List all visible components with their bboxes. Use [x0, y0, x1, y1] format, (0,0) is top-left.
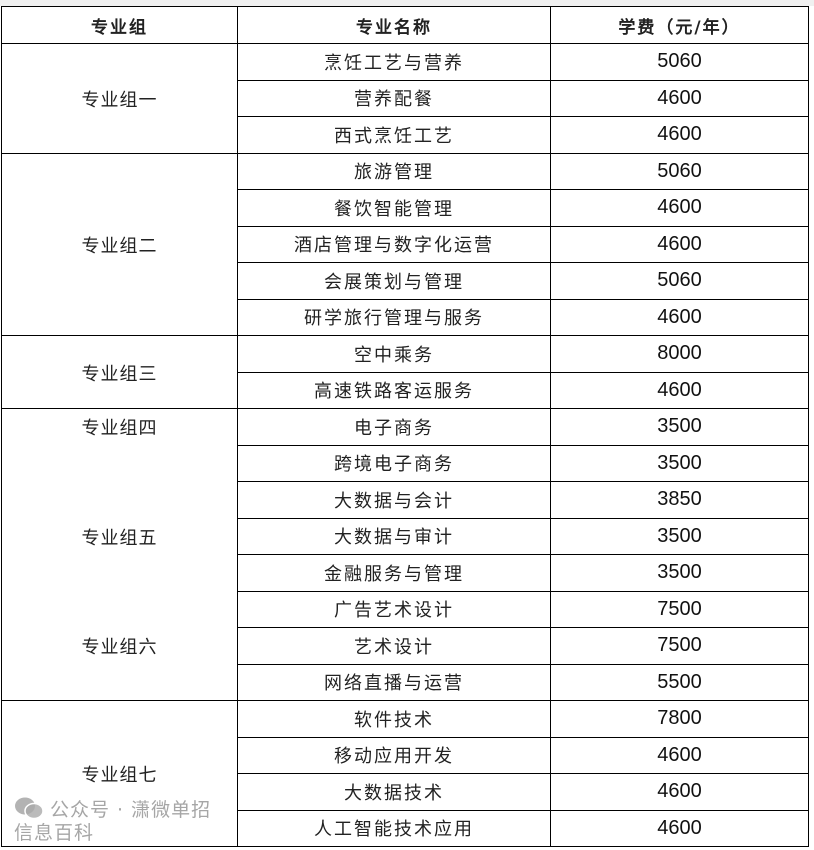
table-row: 金融服务与管理 3500 — [2, 554, 809, 592]
tuition-fee: 4600 — [550, 809, 809, 847]
header-group: 专业组 — [1, 6, 238, 44]
major-name: 研学旅行管理与服务 — [237, 298, 551, 336]
tuition-table: 专业组 专业名称 学费（元/年） 专业组一 烹饪工艺与营养 5060 营养配餐 4600… — [1, 6, 809, 847]
table-row: 艺术设计 7500 — [2, 627, 809, 665]
table-row: 酒店管理与数字化运营 4600 — [2, 225, 809, 263]
tuition-fee: 4600 — [550, 225, 809, 263]
group-cell: 专业组二 — [1, 152, 238, 336]
table-row: 高速铁路客运服务 4600 — [2, 371, 809, 409]
major-name: 空中乘务 — [237, 335, 551, 373]
group-label: 专业组一 — [81, 89, 158, 111]
tuition-fee: 5060 — [550, 262, 809, 300]
tuition-fee: 4600 — [550, 773, 809, 811]
tuition-fee: 4600 — [550, 298, 809, 336]
header-row: 专业组 专业名称 学费（元/年） — [1, 6, 809, 44]
major-name: 软件技术 — [237, 700, 551, 738]
group-cell: 专业组一 — [1, 43, 238, 154]
major-name: 营养配餐 — [237, 79, 551, 117]
group-label: 专业组三 — [81, 363, 158, 385]
major-name: 大数据技术 — [237, 773, 551, 811]
group-cell: 专业组四专业组五专业组六 — [1, 408, 238, 701]
table-row: 专业组二 旅游管理 5060 — [1, 152, 809, 336]
table-row: 专业组一 烹饪工艺与营养 5060 — [1, 43, 809, 154]
table-row: 餐饮智能管理 4600 — [2, 189, 809, 227]
group-cell: 专业组三 — [1, 335, 238, 409]
tuition-fee: 4600 — [550, 371, 809, 409]
tuition-fee: 3500 — [550, 408, 809, 446]
major-name: 艺术设计 — [237, 627, 551, 665]
table-row: 专业组四 专业组五 专业组六 电子商务 3500 — [1, 408, 809, 701]
major-name: 高速铁路客运服务 — [237, 371, 551, 409]
table-row: 西式烹饪工艺 4600 — [2, 116, 809, 154]
tuition-fee: 5060 — [550, 152, 809, 190]
table-row: 人工智能技术应用 4600 — [2, 809, 809, 847]
table-row: 会展策划与管理 5060 — [2, 262, 809, 300]
tuition-fee: 5060 — [550, 43, 809, 81]
tuition-fee: 3500 — [550, 554, 809, 592]
group-label: 专业组六 — [81, 637, 158, 659]
tuition-fee: 3500 — [550, 444, 809, 482]
tuition-fee: 4600 — [550, 736, 809, 774]
table-row: 专业组三 空中乘务 8000 — [1, 335, 809, 409]
major-name: 移动应用开发 — [237, 736, 551, 774]
major-name: 网络直播与运营 — [237, 663, 551, 701]
watermark: 公众号 · 潇微单招信息百科 — [14, 796, 224, 845]
major-name: 西式烹饪工艺 — [237, 116, 551, 154]
tuition-fee: 4600 — [550, 79, 809, 117]
major-name: 大数据与审计 — [237, 517, 551, 555]
group-label: 专业组五 — [81, 527, 158, 549]
tuition-fee: 5500 — [550, 663, 809, 701]
major-name: 餐饮智能管理 — [237, 189, 551, 227]
table-row: 大数据技术 4600 — [2, 773, 809, 811]
tuition-fee: 8000 — [550, 335, 809, 373]
tuition-fee: 3500 — [550, 517, 809, 555]
table-row: 广告艺术设计 7500 — [2, 590, 809, 628]
major-name: 大数据与会计 — [237, 481, 551, 519]
table-row: 跨境电子商务 3500 — [2, 444, 809, 482]
header-major: 专业名称 — [237, 6, 551, 44]
table-row: 营养配餐 4600 — [2, 79, 809, 117]
major-name: 跨境电子商务 — [237, 444, 551, 482]
tuition-fee: 4600 — [550, 116, 809, 154]
group-label: 专业组二 — [81, 235, 158, 257]
group-label: 专业组四 — [81, 418, 158, 440]
major-name: 旅游管理 — [237, 152, 551, 190]
wechat-icon — [15, 797, 44, 820]
watermark-text: 公众号 · 潇微单招信息百科 — [14, 799, 212, 844]
header-fee: 学费（元/年） — [550, 6, 809, 44]
table-row: 专业组七 软件技术 7800 — [1, 700, 809, 847]
tuition-fee: 7500 — [550, 627, 809, 665]
major-name: 电子商务 — [237, 408, 551, 446]
table-row: 移动应用开发 4600 — [2, 736, 809, 774]
group-label: 专业组七 — [81, 765, 158, 786]
group-cell: 专业组七 — [1, 700, 238, 847]
table-row: 大数据与审计 3500 — [2, 517, 809, 555]
major-name: 烹饪工艺与营养 — [237, 43, 551, 81]
tuition-fee: 7500 — [550, 590, 809, 628]
major-name: 金融服务与管理 — [237, 554, 551, 592]
tuition-fee: 3850 — [550, 481, 809, 519]
top-band — [0, 0, 814, 6]
tuition-fee: 4600 — [550, 189, 809, 227]
major-name: 广告艺术设计 — [237, 590, 551, 628]
tuition-fee: 7800 — [550, 700, 809, 738]
major-name: 人工智能技术应用 — [237, 809, 551, 847]
major-name: 酒店管理与数字化运营 — [237, 225, 551, 263]
major-name: 会展策划与管理 — [237, 262, 551, 300]
